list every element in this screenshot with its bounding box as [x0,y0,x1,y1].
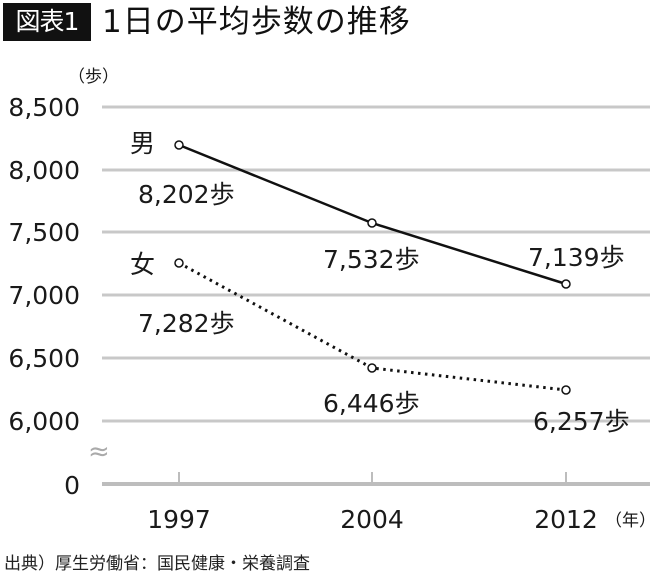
female-series-label: 女 [130,250,155,279]
gridlines [102,105,650,423]
y-axis-unit: （歩） [68,67,119,87]
chart-title: 1日の平均歩数の推移 [102,4,411,40]
male-value-2012: 7,139歩 [528,243,625,272]
y-tick: 8,500 [8,93,80,122]
x-axis-ticks [178,472,567,484]
female-marker-2012 [561,385,571,395]
y-tick: 0 [64,471,80,500]
female-marker-1997 [174,258,184,268]
female-value-2004: 6,446歩 [323,389,420,418]
y-tick: 6,000 [8,407,80,436]
female-marker-2004 [367,363,377,373]
source-note: 出典）厚生労働省：国民健康・栄養調査 [4,554,310,574]
y-tick: 8,000 [8,156,80,185]
x-axis-labels: 1997 2004 2012 （年） [147,505,656,534]
series-female: 女 7,282歩 6,446歩 6,257歩 [130,250,630,436]
y-axis-labels: 8,500 8,000 7,500 7,000 6,500 6,000 0 [8,93,80,500]
x-tick: 2004 [340,505,404,534]
female-value-1997: 7,282歩 [138,309,235,338]
axis-break-icon: ≈ [88,437,110,467]
male-series-label: 男 [130,129,155,158]
male-value-2004: 7,532歩 [323,245,420,274]
series-male: 男 8,202歩 7,532歩 7,139歩 [130,129,625,289]
y-tick: 7,000 [8,281,80,310]
figure-badge: 図表1 [3,3,91,41]
x-axis-unit: （年） [605,511,656,531]
y-tick: 6,500 [8,344,80,373]
male-marker-2012 [561,279,571,289]
x-tick: 1997 [147,505,211,534]
male-value-1997: 8,202歩 [138,180,235,209]
male-marker-2004 [367,218,377,228]
female-value-2012: 6,257歩 [533,407,630,436]
y-tick: 7,500 [8,218,80,247]
x-tick: 2012 [534,505,598,534]
male-marker-1997 [174,140,184,150]
